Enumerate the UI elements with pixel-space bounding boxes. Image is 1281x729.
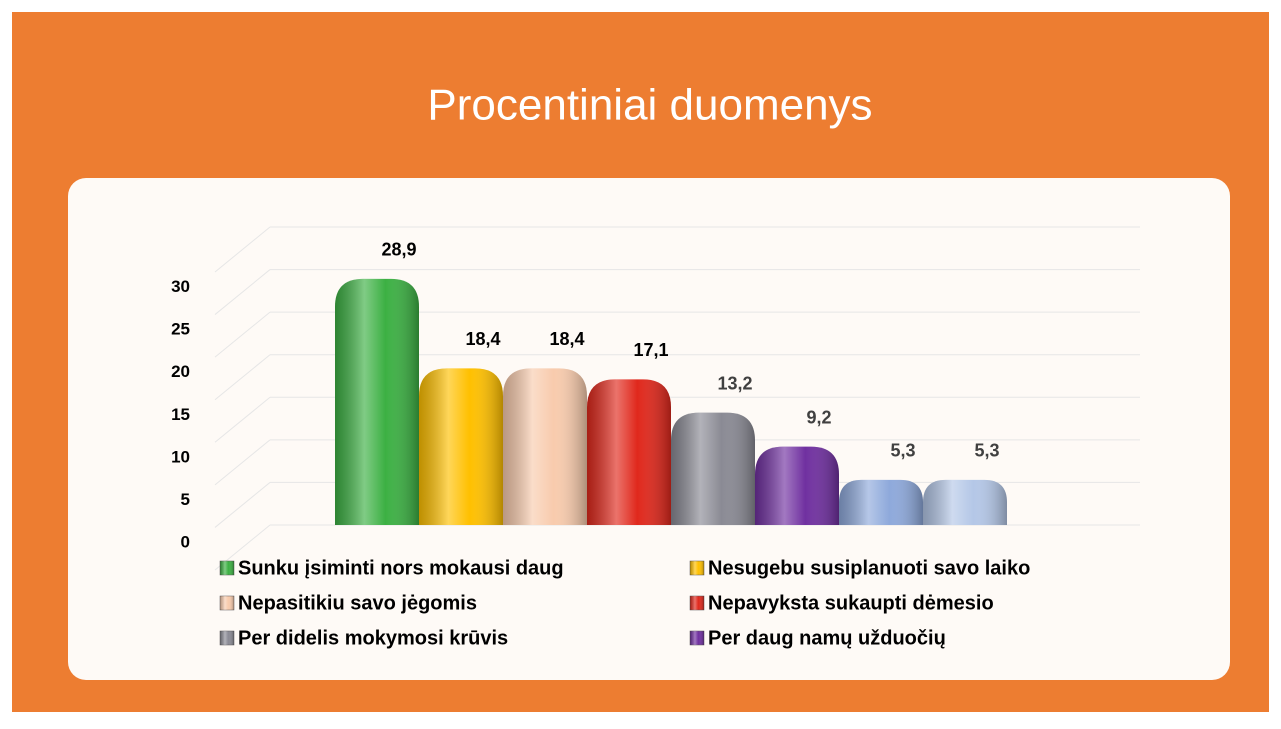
y-tick-label: 15 [171,405,190,424]
legend-swatch-shade [220,561,234,575]
bar-shade [503,368,587,525]
legend-swatch-shade [220,631,234,645]
bar-shade [587,379,671,525]
data-label: 9,2 [806,407,831,427]
y-tick-label: 20 [171,362,190,381]
legend-swatch-shade [690,631,704,645]
bar-shade [755,446,839,525]
grid-line-depth [214,396,271,443]
y-tick-label: 5 [181,490,190,509]
y-tick-label: 30 [171,277,190,296]
data-label: 18,4 [465,329,500,349]
legend-swatch-shade [220,596,234,610]
bar-shade [419,368,503,525]
legend-label: Nesugebu susiplanuoti savo laiko [708,557,1030,579]
grid-line-depth [214,269,271,315]
legend-label: Per daug namų užduočių [708,627,946,649]
data-label: 5,3 [890,441,915,461]
data-label: 28,9 [381,240,416,260]
plot-top-edge-depth [214,226,271,273]
legend-swatch-shade [690,561,704,575]
grid-line-depth [214,311,271,358]
legend-label: Nepasitikiu savo jėgomis [238,592,477,614]
bar-shade [335,278,419,525]
grid-line-depth [214,354,271,401]
legend-label: Sunku įsiminti nors mokausi daug [238,557,564,579]
data-label: 13,2 [717,373,752,393]
legend-label: Nepavyksta sukaupti dėmesio [708,592,994,614]
grid-line-depth [214,482,271,528]
data-label: 17,1 [633,340,668,360]
y-tick-label: 0 [181,532,190,551]
bar-shade [671,412,755,525]
data-label: 5,3 [974,441,999,461]
y-tick-label: 10 [171,447,190,466]
bar-shade [839,479,923,525]
y-tick-label: 25 [171,320,190,339]
grid-line-depth [214,439,271,486]
legend-swatch-shade [690,596,704,610]
data-label: 18,4 [549,329,584,349]
bar-shade [923,479,1007,525]
legend-label: Per didelis mokymosi krūvis [238,627,508,649]
chart-title: Procentiniai duomenys [427,81,872,130]
